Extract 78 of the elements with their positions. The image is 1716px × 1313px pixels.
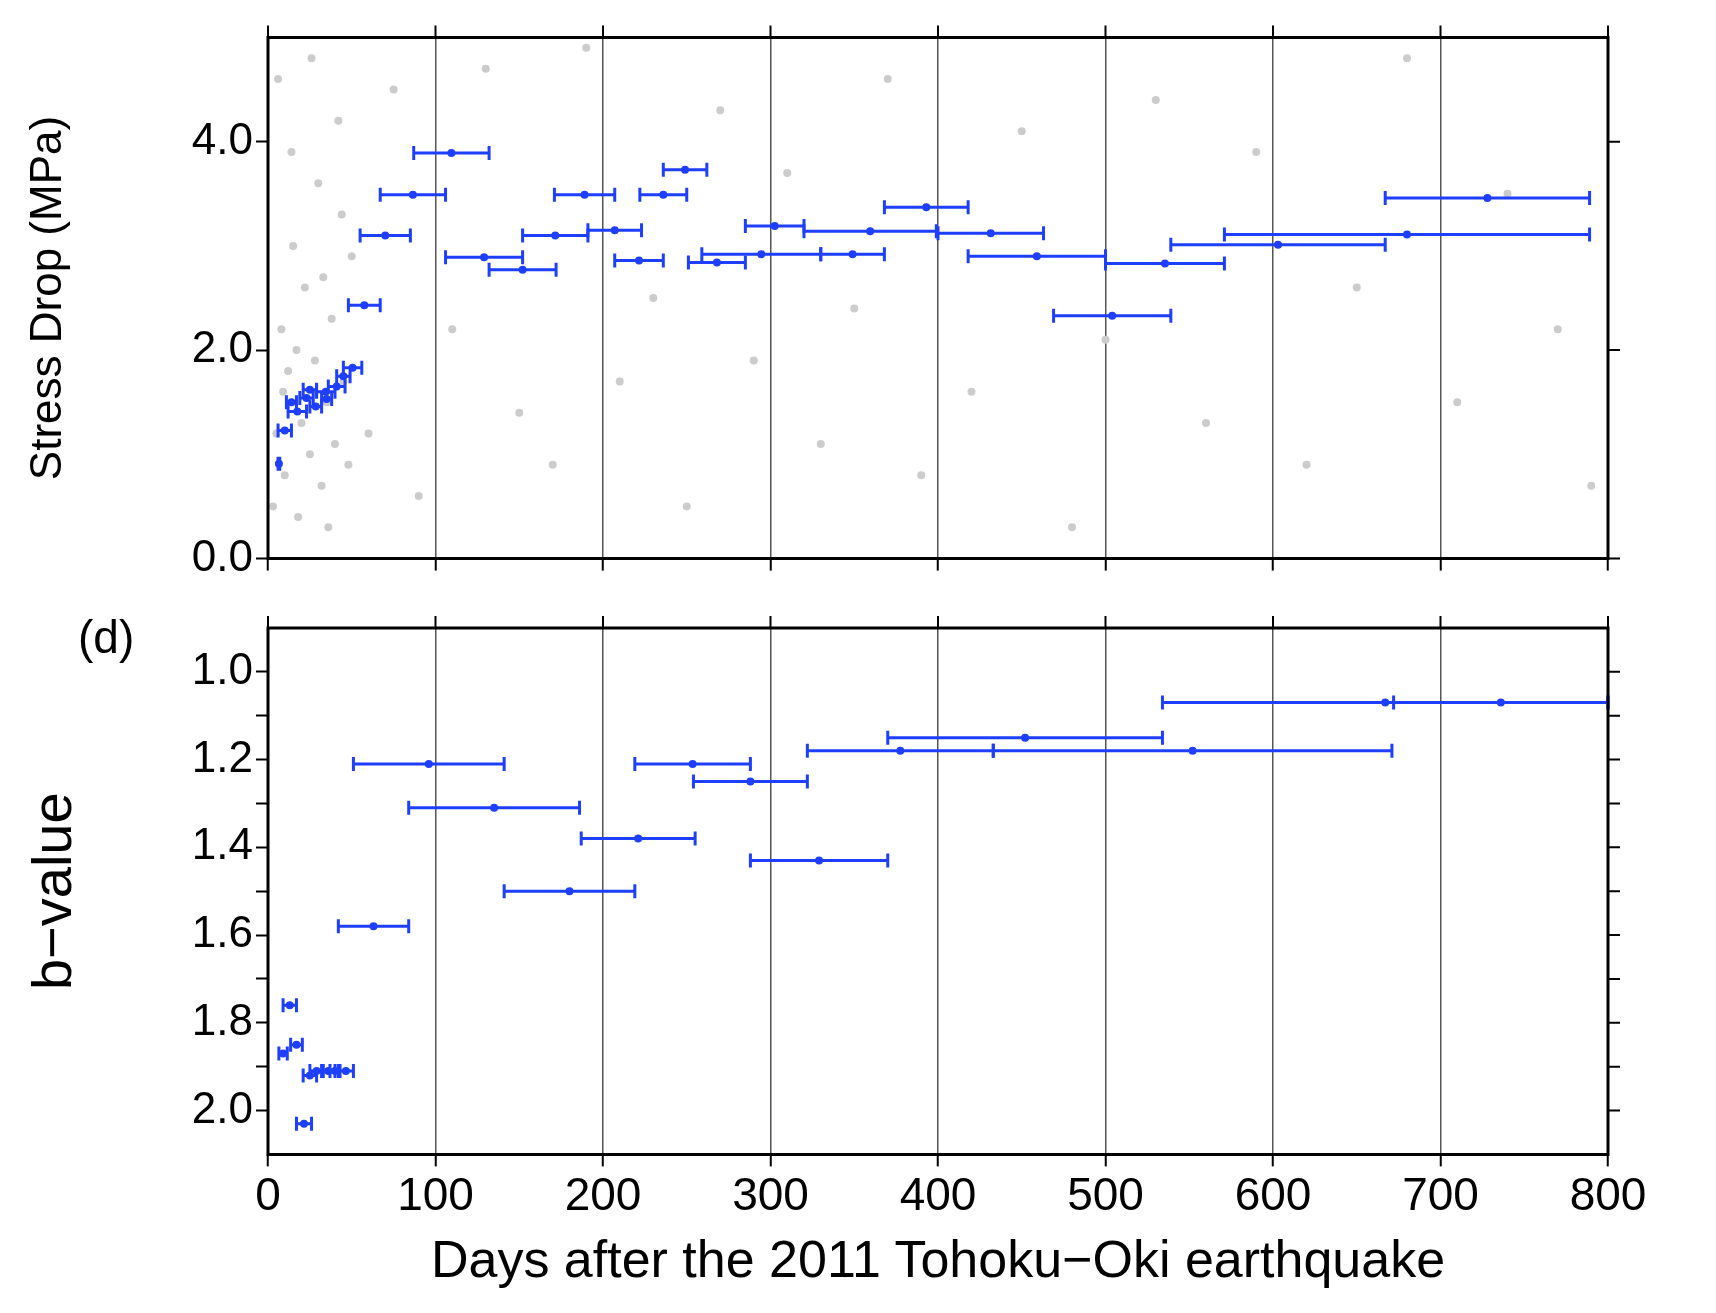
- point: [1252, 148, 1261, 157]
- y-tick-label: 2.0: [191, 1082, 253, 1132]
- point: [1202, 419, 1210, 428]
- point: [1352, 283, 1361, 292]
- point: [389, 85, 398, 94]
- point: [327, 314, 336, 323]
- y-axis-title: Stress Drop (MPa): [20, 115, 70, 481]
- point: [274, 75, 283, 84]
- point: [515, 408, 524, 417]
- point: [716, 106, 725, 115]
- point: [364, 429, 373, 438]
- point: [1068, 523, 1076, 532]
- y-tick-label: 2.0: [191, 322, 253, 372]
- point: [307, 54, 316, 63]
- y-tick-label: 4.0: [191, 113, 253, 163]
- point: [883, 75, 892, 84]
- point: [548, 460, 557, 469]
- point: [917, 471, 926, 480]
- y-tick-label: 1.2: [191, 731, 253, 781]
- point: [317, 481, 326, 490]
- point: [1017, 127, 1026, 136]
- x-tick-label: 700: [1402, 1167, 1479, 1220]
- point: [582, 43, 591, 52]
- point: [284, 366, 293, 375]
- point: [289, 241, 298, 250]
- point: [344, 460, 353, 469]
- point: [850, 304, 859, 313]
- point: [649, 294, 658, 302]
- point: [331, 439, 339, 448]
- point: [1302, 460, 1311, 469]
- point: [1587, 481, 1596, 490]
- point: [310, 356, 319, 365]
- point: [277, 325, 286, 334]
- point: [1151, 95, 1160, 104]
- point: [749, 356, 758, 365]
- point: [1453, 398, 1462, 407]
- x-tick-label: 400: [899, 1167, 977, 1220]
- x-tick-label: 800: [1569, 1167, 1647, 1220]
- x-tick-label: 0: [255, 1167, 281, 1220]
- y-tick-label: 1.6: [191, 907, 253, 957]
- point: [337, 210, 346, 219]
- y-tick-label: 1.4: [191, 819, 253, 869]
- point: [297, 419, 306, 428]
- x-tick-label: 200: [564, 1167, 642, 1220]
- point: [414, 492, 423, 501]
- point: [319, 273, 328, 282]
- point: [314, 179, 323, 188]
- y-tick-label: 0.0: [191, 530, 253, 580]
- point: [783, 168, 792, 177]
- point: [300, 283, 309, 292]
- point: [481, 64, 490, 73]
- point: [292, 346, 301, 355]
- point: [279, 387, 288, 396]
- y-tick-label: 1.8: [191, 994, 253, 1044]
- point: [287, 148, 296, 157]
- point: [967, 387, 976, 396]
- text: (d): [78, 610, 135, 663]
- point: [269, 502, 278, 511]
- point: [280, 471, 289, 480]
- point: [448, 325, 457, 334]
- point: [1403, 54, 1411, 63]
- point: [1553, 325, 1562, 334]
- y-axis-title: b−value: [20, 792, 84, 991]
- point: [1101, 335, 1110, 344]
- point: [324, 523, 333, 532]
- y-tick-label: 1.0: [191, 644, 253, 694]
- point: [682, 502, 691, 511]
- x-axis-title: Days after the 2011 Tohoku−Oki earthquake: [430, 1230, 1446, 1289]
- point: [305, 450, 314, 459]
- point: [294, 512, 303, 521]
- x-tick-label: 600: [1234, 1167, 1312, 1220]
- point: [816, 439, 825, 448]
- point: [615, 377, 624, 386]
- x-tick-label: 500: [1067, 1167, 1144, 1220]
- point: [334, 116, 343, 125]
- x-tick-label: 100: [397, 1167, 474, 1220]
- point: [347, 252, 356, 261]
- x-tick-label: 300: [732, 1167, 809, 1220]
